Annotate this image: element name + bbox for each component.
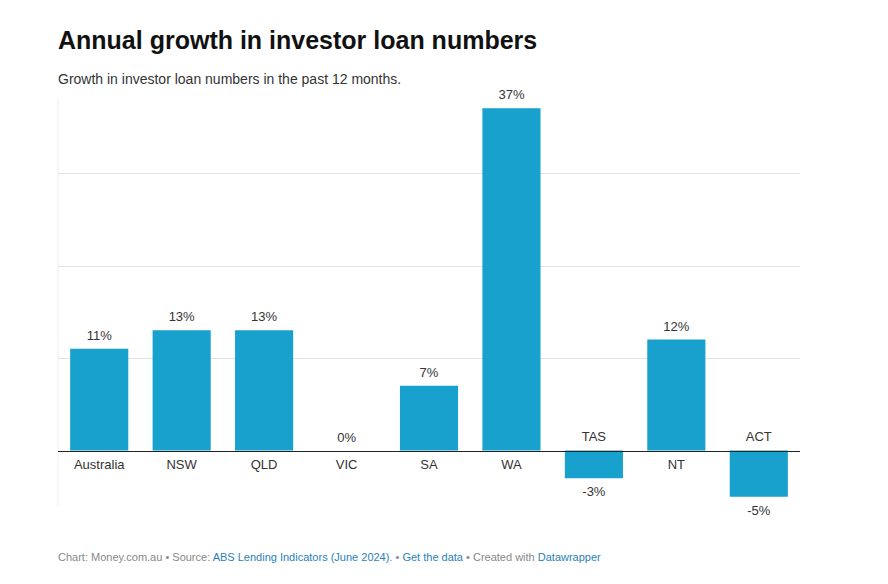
footer-link[interactable]: ABS Lending Indicators (June 2024) xyxy=(213,551,390,563)
data-label: 11% xyxy=(87,328,112,343)
category-label: ACT xyxy=(746,429,772,444)
chart: Annual growth in investor loan numbers Gr… xyxy=(0,0,888,584)
y-axis-line xyxy=(58,99,59,506)
category-label: NT xyxy=(668,457,685,472)
bar xyxy=(70,349,128,451)
footer-link[interactable]: Datawrapper xyxy=(538,551,601,563)
bar xyxy=(482,108,540,450)
category-label: Australia xyxy=(74,457,125,472)
category-label: TAS xyxy=(582,429,607,444)
data-label: -3% xyxy=(582,484,606,499)
baseline xyxy=(58,451,800,452)
footer: Chart: Money.com.au • Source: ABS Lendin… xyxy=(58,551,601,563)
bar xyxy=(565,451,623,479)
grid-line xyxy=(58,266,800,267)
bar xyxy=(235,330,293,450)
category-label: SA xyxy=(420,457,438,472)
data-label: 0% xyxy=(337,430,356,445)
bars xyxy=(70,108,788,497)
subtitle: Growth in investor loan numbers in the p… xyxy=(58,71,401,87)
title: Annual growth in investor loan numbers xyxy=(58,26,537,54)
footer-text: . • xyxy=(389,551,402,563)
data-label: 37% xyxy=(498,87,524,102)
category-label: WA xyxy=(501,457,522,472)
bar xyxy=(647,340,705,451)
category-label: NSW xyxy=(166,457,197,472)
category-label: QLD xyxy=(251,457,278,472)
footer-link[interactable]: Get the data xyxy=(402,551,463,563)
bar xyxy=(400,386,458,451)
data-label: 7% xyxy=(420,365,439,380)
data-label: 13% xyxy=(251,309,277,324)
data-label: 12% xyxy=(663,319,689,334)
footer-text: • Created with xyxy=(463,551,538,563)
category-label: VIC xyxy=(336,457,358,472)
data-label: -5% xyxy=(747,503,771,518)
bar xyxy=(730,451,788,497)
bar xyxy=(317,450,375,451)
data-label: 13% xyxy=(169,309,195,324)
footer-text: Chart: Money.com.au • Source: xyxy=(58,551,213,563)
grid-line xyxy=(58,173,800,174)
bar xyxy=(153,330,211,450)
